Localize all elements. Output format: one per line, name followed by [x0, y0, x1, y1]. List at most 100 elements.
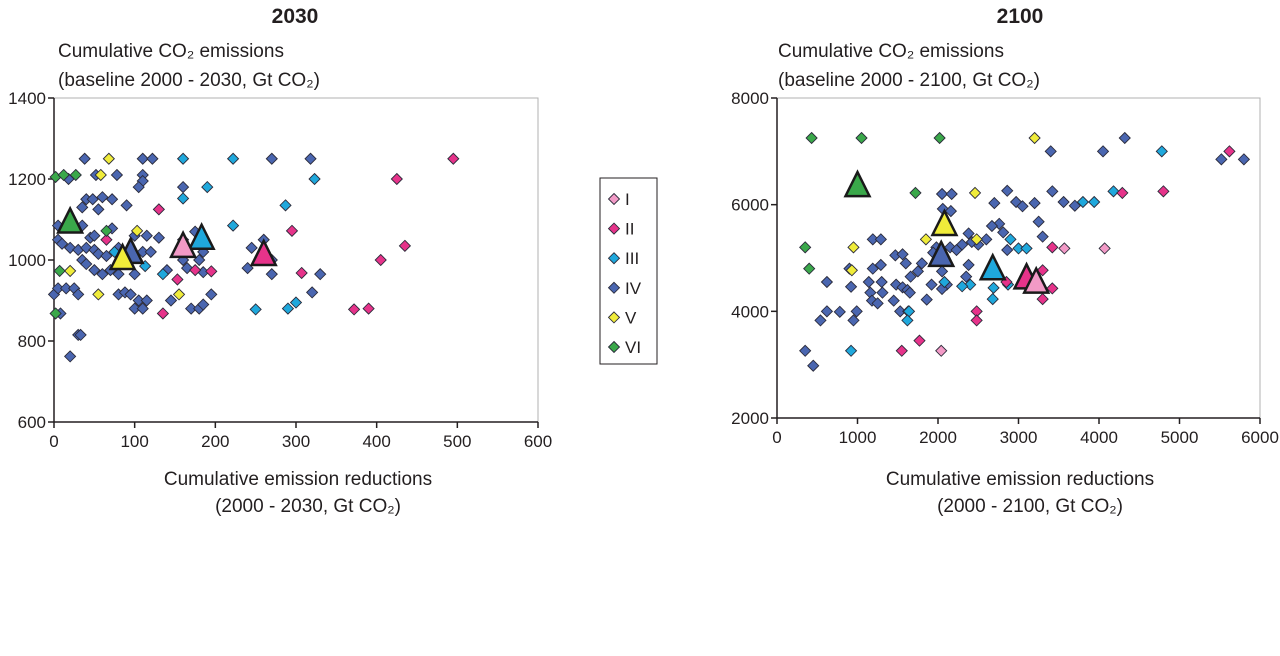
data-point-IV: [136, 302, 149, 315]
data-point-IV: [935, 265, 949, 278]
legend-item-IV: IV: [607, 279, 642, 298]
y-tick-label: 6000: [731, 196, 769, 215]
data-point-VI: [933, 131, 946, 145]
data-point-III: [289, 296, 303, 309]
data-point-IV: [894, 305, 907, 318]
x-tick-label: 100: [120, 432, 148, 451]
data-point-III: [281, 302, 295, 315]
data-point-IV: [911, 265, 925, 278]
data-point-IV: [962, 227, 975, 240]
data-point-IV: [1046, 185, 1059, 198]
mean-marker-III: [978, 252, 1007, 281]
data-point-III: [1020, 242, 1033, 255]
data-point-VI: [805, 131, 818, 145]
data-point-IV: [55, 237, 69, 250]
y-tick-label: 1400: [8, 89, 46, 108]
data-point-IV: [1215, 153, 1228, 166]
data-point-II: [171, 273, 184, 286]
data-point-IV: [962, 258, 975, 272]
data-point-IV: [144, 245, 157, 259]
data-point-V: [172, 288, 186, 301]
data-point-III: [986, 292, 999, 306]
data-point-IV: [875, 275, 888, 289]
data-point-IV: [887, 294, 900, 307]
data-point-VI: [53, 264, 66, 278]
data-point-IV: [72, 288, 85, 301]
data-point-IV: [59, 282, 73, 295]
legend-item-V: V: [607, 308, 637, 327]
data-point-II: [374, 253, 387, 267]
data-point-III: [156, 268, 170, 281]
data-point-IV: [305, 286, 319, 299]
legend-marker: [607, 281, 621, 294]
y-tick-label: 4000: [731, 302, 769, 321]
legend-item-III: III: [607, 249, 639, 268]
y-tick-label: 1000: [8, 251, 46, 270]
data-point-II: [362, 302, 375, 315]
data-point-V: [970, 233, 983, 246]
mean-marker-IV: [927, 239, 956, 268]
data-point-IV: [1001, 184, 1014, 197]
data-point-IV: [197, 298, 210, 311]
data-point-II: [913, 334, 926, 347]
data-point-III: [956, 280, 969, 293]
legend-label: III: [625, 249, 639, 268]
data-point-IV: [205, 288, 218, 301]
data-point-IV: [844, 280, 858, 293]
data-point-IV: [1028, 196, 1041, 210]
legend-item-VI: VI: [607, 338, 641, 357]
legend-box: [599, 177, 658, 365]
data-point-V: [94, 168, 107, 182]
data-point-IV: [820, 275, 834, 289]
data-point-IV: [1057, 195, 1070, 209]
data-point-IV: [96, 268, 109, 281]
data-point-IV: [128, 268, 141, 281]
x-tick-label: 400: [362, 432, 390, 451]
x-tick-label: 300: [282, 432, 310, 451]
legend-item-I: I: [607, 190, 630, 209]
x-tick-label: 3000: [1000, 428, 1038, 447]
y-axis-label-line2: (baseline 2000 - 2030, Gt CO₂): [58, 70, 320, 91]
data-point-IV: [799, 344, 812, 357]
data-point-IV: [100, 249, 113, 263]
legend-marker: [607, 340, 621, 354]
data-point-IV: [132, 294, 145, 307]
data-point-VI: [57, 168, 70, 182]
x-axis-label-line1: Cumulative emission reductions: [886, 469, 1154, 490]
data-point-IV: [88, 263, 101, 277]
y-axis-label-line1: Cumulative CO₂ emissions: [778, 41, 1004, 62]
data-point-III: [1012, 242, 1025, 255]
legend-marker: [607, 252, 621, 265]
x-tick-label: 4000: [1080, 428, 1118, 447]
data-point-II: [285, 224, 299, 237]
data-point-II: [398, 239, 412, 252]
data-point-IV: [184, 302, 198, 315]
data-point-IV: [915, 257, 929, 270]
data-point-III: [308, 172, 321, 186]
data-point-II: [1116, 186, 1129, 200]
y-tick-label: 1200: [8, 170, 46, 189]
data-point-IV: [1118, 131, 1131, 145]
chart-title-2030: 2030: [272, 5, 319, 28]
data-point-III: [1088, 195, 1101, 209]
data-point-IV: [80, 257, 93, 271]
data-point-IV: [988, 196, 1001, 210]
data-point-IV: [899, 257, 912, 270]
y-tick-label: 2000: [731, 409, 769, 428]
data-point-V: [847, 241, 860, 254]
data-point-IV: [146, 152, 159, 165]
x-tick-label: 6000: [1241, 428, 1279, 447]
mean-marker-I: [1022, 265, 1051, 294]
data-point-IV: [985, 219, 999, 233]
legend-label: V: [625, 308, 637, 327]
data-point-VI: [855, 131, 868, 145]
data-point-IV: [1032, 215, 1045, 228]
data-point-VI: [100, 224, 113, 237]
data-point-II: [347, 303, 361, 316]
data-point-V: [919, 233, 933, 246]
data-point-IV: [896, 248, 909, 261]
chart-2100: 0 1000 2000 3000 4000 5000 6000 2000 4000 6000 800…: [731, 89, 1279, 447]
data-point-I: [1058, 242, 1071, 255]
data-point-IV: [903, 286, 916, 299]
data-point-III: [279, 199, 292, 212]
